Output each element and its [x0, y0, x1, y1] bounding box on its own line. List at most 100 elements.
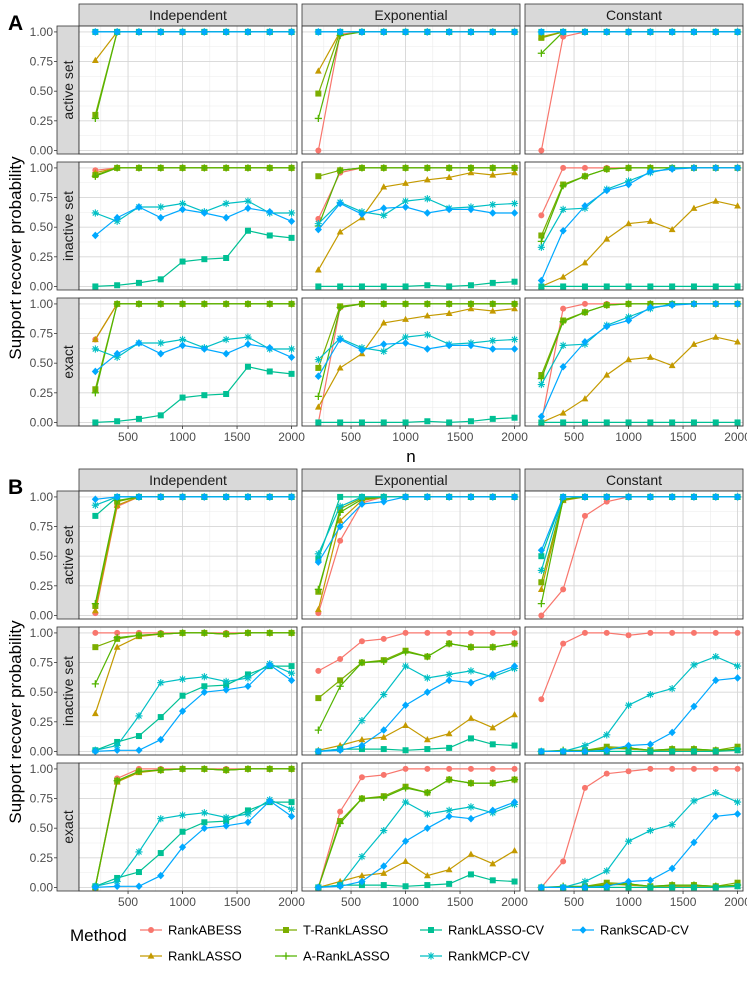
series-ranklasso-cv: [538, 283, 741, 290]
data-point: [91, 172, 99, 180]
facet-exact-independent: 500 1000 1500 2000: [78, 297, 305, 444]
data-point: [336, 28, 344, 36]
data-point: [314, 605, 322, 613]
series-rankscad-cv: [537, 674, 742, 756]
data-point: [624, 837, 633, 845]
data-point: [113, 634, 121, 642]
data-point: [91, 56, 99, 63]
x-tick-label: 1500: [447, 430, 474, 444]
data-point: [560, 164, 567, 171]
legend-item-t-ranklasso: T-RankLASSO: [275, 923, 388, 938]
data-point: [178, 811, 187, 819]
data-point: [712, 164, 720, 172]
data-point: [537, 276, 545, 285]
data-point: [733, 810, 742, 818]
data-point: [423, 674, 431, 682]
data-point: [380, 635, 387, 642]
data-point: [467, 779, 475, 787]
data-point: [467, 803, 475, 811]
data-point: [135, 300, 143, 308]
data-point: [135, 339, 143, 347]
data-point: [646, 826, 654, 835]
data-point: [511, 847, 518, 854]
data-point: [445, 341, 453, 350]
data-point: [668, 821, 676, 829]
data-point: [489, 877, 496, 884]
data-point: [445, 866, 453, 873]
data-point: [467, 493, 475, 501]
strip-label: Constant: [606, 7, 662, 23]
strip-label: Exponential: [374, 7, 447, 23]
legend-item-ranklasso-cv: RankLASSO-CV: [420, 923, 544, 938]
data-point: [668, 301, 676, 309]
row-strip-inactive-set: inactive set: [56, 161, 80, 291]
data-point: [581, 308, 589, 316]
data-point: [445, 309, 453, 317]
data-point: [560, 33, 567, 40]
data-point: [135, 493, 143, 501]
data-point: [358, 717, 366, 725]
data-point: [380, 340, 388, 349]
data-point: [336, 819, 344, 828]
y-tick-label: 0.25: [30, 851, 54, 865]
data-point: [668, 165, 676, 173]
data-point: [401, 784, 410, 792]
data-point: [510, 300, 519, 308]
data-point: [581, 747, 589, 756]
data-point: [222, 493, 230, 501]
data-point: [625, 768, 632, 775]
y-tick-label: 0.25: [30, 715, 54, 729]
data-point: [91, 883, 99, 892]
data-point: [690, 702, 698, 711]
series-rankscad-cv: [91, 203, 296, 240]
series-ranklasso-cv: [315, 278, 518, 290]
series-rankscad-cv: [537, 164, 742, 285]
series-line: [318, 850, 515, 888]
data-point: [690, 493, 698, 501]
data-point: [423, 209, 431, 217]
series-line: [317, 303, 515, 397]
y-tick-label: 0.50: [30, 821, 54, 835]
x-tick-label: 500: [341, 895, 361, 909]
y-axis-title-b: Support recover probability: [6, 620, 25, 824]
data-point: [337, 537, 344, 544]
data-point: [201, 256, 208, 263]
data-point: [537, 28, 545, 36]
data-point: [178, 300, 187, 308]
data-point: [200, 209, 208, 217]
data-point: [603, 493, 611, 501]
facet-exact-constant: 500 1000 1500 2000: [524, 297, 747, 444]
legend-key: [579, 926, 587, 934]
data-point: [135, 869, 142, 876]
data-point: [358, 794, 366, 803]
data-point: [402, 419, 409, 426]
data-point: [358, 741, 366, 750]
data-point: [668, 28, 676, 36]
data-point: [510, 209, 519, 217]
data-point: [669, 283, 676, 290]
data-point: [201, 683, 208, 690]
data-point: [222, 813, 230, 822]
data-point: [157, 630, 165, 638]
series-line: [541, 200, 738, 287]
data-point: [603, 882, 611, 891]
strip-label: Exponential: [374, 472, 447, 488]
data-point: [537, 585, 545, 592]
data-point: [135, 279, 142, 286]
data-point: [222, 822, 230, 830]
data-point: [135, 712, 143, 720]
data-point: [445, 28, 453, 36]
data-point: [734, 747, 741, 754]
data-point: [734, 338, 741, 345]
y-tick-label: 0.00: [30, 279, 54, 293]
facet-exact-independent: 500 1000 1500 2000: [78, 762, 305, 909]
data-point: [712, 653, 720, 661]
data-point: [336, 303, 344, 312]
data-point: [178, 164, 187, 172]
data-point: [537, 883, 545, 892]
data-point: [380, 300, 388, 308]
data-point: [538, 612, 545, 619]
data-point: [287, 217, 296, 226]
data-point: [467, 765, 474, 772]
data-point: [114, 629, 121, 636]
